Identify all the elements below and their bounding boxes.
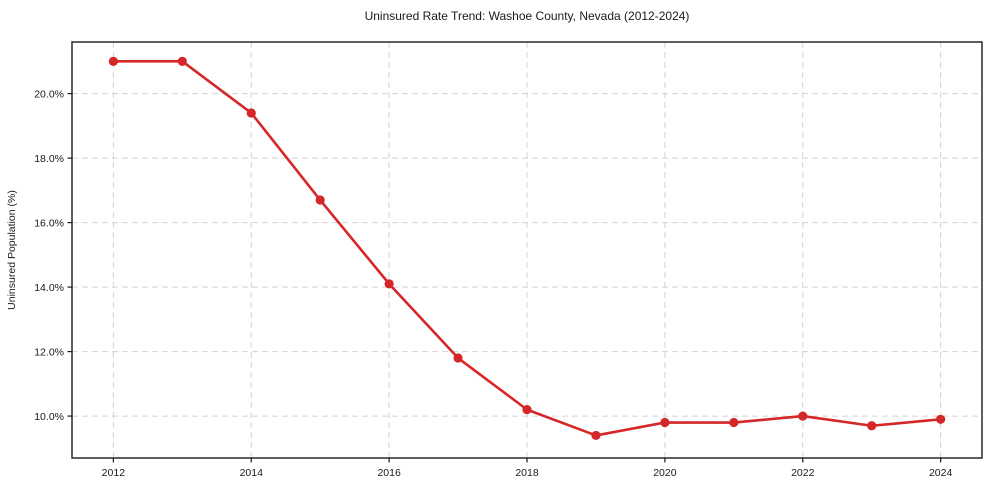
y-tick-label: 14.0% [34,282,64,294]
data-point [522,405,532,415]
data-point [384,279,394,289]
y-tick-label: 20.0% [34,88,64,100]
chart-title: Uninsured Rate Trend: Washoe County, Nev… [365,9,690,23]
data-point [729,417,739,428]
data-point [453,353,463,363]
x-tick-label: 2022 [791,467,815,479]
y-axis-label: Uninsured Population (%) [6,190,18,310]
axis-layer: 10.0% 12.0% 14.0% 16.0% 18.0% 20.0% 2012 2014 20… [34,41,983,479]
data-point [108,56,118,66]
plot-frame [71,41,983,459]
y-tick-label: 16.0% [34,217,64,229]
x-tick-label: 2024 [929,467,953,479]
data-point [246,108,256,118]
data-point [867,421,877,431]
x-tick-label: 2012 [102,467,126,479]
data-point [798,411,808,421]
x-tick-label: 2020 [653,467,677,479]
y-tick-label: 12.0% [34,346,64,358]
data-point [936,414,946,424]
grid-layer [72,42,982,458]
data-point [315,195,325,205]
data-series-layer [108,56,946,441]
data-point [660,417,670,428]
y-tick-label: 18.0% [34,153,64,165]
y-tick-label: 10.0% [34,411,64,423]
x-tick-label: 2018 [515,467,539,479]
x-tick-label: 2016 [377,467,401,479]
data-point [591,430,601,441]
x-tick-label: 2014 [240,467,264,479]
data-point [177,56,187,66]
